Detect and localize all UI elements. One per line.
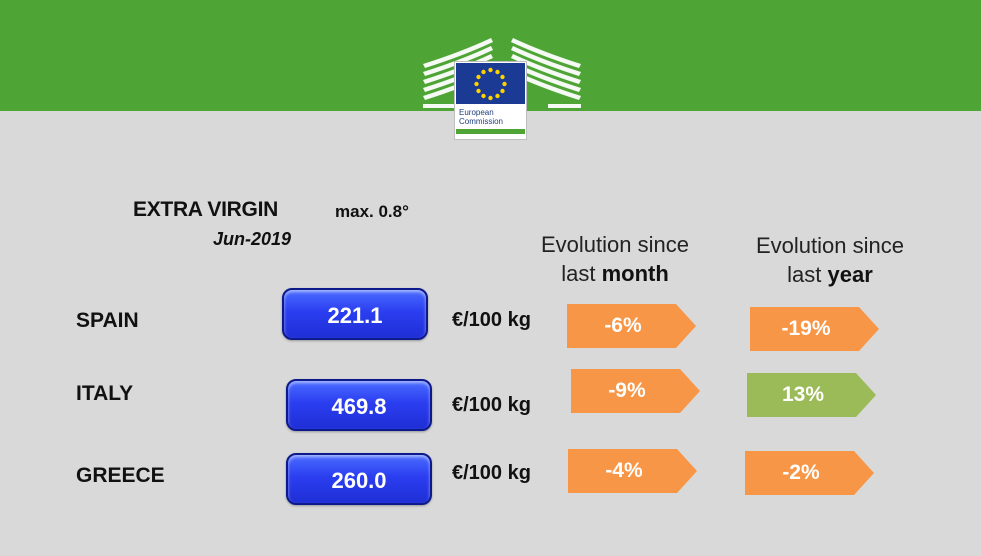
column-header-year-line1: Evolution since [756,233,904,258]
product-heading: EXTRA VIRGIN max. 0.8° [133,198,409,222]
column-header-year: Evolution since last year [735,231,925,289]
month-change-arrow: -9% [571,369,700,413]
arrow-shape [571,369,700,413]
column-header-month-bold: month [601,261,669,286]
country-label: SPAIN [76,309,139,332]
column-header-month-pre: last [561,261,602,286]
price-unit: €/100 kg [452,394,531,416]
price-box: 221.1 [282,288,428,340]
price-unit: €/100 kg [452,462,531,484]
column-header-year-pre: last [787,262,828,287]
column-header-month: Evolution since last month [520,230,710,288]
arrow-shape [745,451,874,495]
year-change-arrow: 13% [747,373,876,417]
logo-text-line1: European [459,108,494,117]
logo-text: European Commission [459,108,503,126]
product-title: EXTRA VIRGIN [133,198,278,221]
year-change-arrow: -2% [745,451,874,495]
price-unit: €/100 kg [452,309,531,331]
year-change-value: -2% [782,461,820,484]
price-box: 260.0 [286,453,432,505]
column-header-month-line1: Evolution since [541,232,689,257]
product-subtitle: max. 0.8° [335,202,409,221]
arrow-shape [747,373,876,417]
column-header-year-bold: year [827,262,873,287]
european-commission-logo: European Commission [421,34,583,140]
eu-flag-icon [456,63,525,134]
price-box: 469.8 [286,379,432,431]
country-label: ITALY [76,382,134,405]
year-change-arrow: -19% [750,307,879,351]
product-date: Jun-2019 [213,229,292,249]
month-change-value: -6% [604,314,642,337]
month-change-arrow: -4% [568,449,697,493]
arrow-shape [567,304,696,348]
month-change-value: -4% [605,459,643,482]
month-change-arrow: -6% [567,304,696,348]
arrow-shape [568,449,697,493]
year-change-value: -19% [781,317,831,340]
logo-text-line2: Commission [459,117,504,126]
arrow-shape [750,307,879,351]
month-change-value: -9% [608,379,646,402]
year-change-value: 13% [781,383,825,406]
country-label: GREECE [76,464,165,487]
